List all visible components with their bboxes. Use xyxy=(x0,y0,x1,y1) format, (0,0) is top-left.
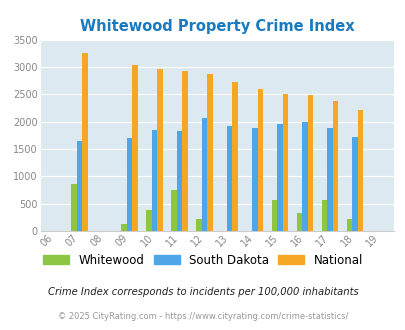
Bar xyxy=(232,82,237,231)
Bar xyxy=(357,110,362,231)
Bar xyxy=(282,94,288,231)
Bar xyxy=(321,200,326,231)
Legend: Whitewood, South Dakota, National: Whitewood, South Dakota, National xyxy=(39,250,366,270)
Bar xyxy=(157,69,162,231)
Bar xyxy=(301,122,307,231)
Bar xyxy=(71,184,77,231)
Bar xyxy=(201,118,207,231)
Bar xyxy=(171,190,177,231)
Bar xyxy=(146,210,151,231)
Bar xyxy=(226,126,232,231)
Bar xyxy=(77,141,82,231)
Bar xyxy=(326,128,332,231)
Text: Crime Index corresponds to incidents per 100,000 inhabitants: Crime Index corresponds to incidents per… xyxy=(47,287,358,297)
Bar xyxy=(257,89,262,231)
Bar xyxy=(126,138,132,231)
Bar xyxy=(252,128,257,231)
Bar xyxy=(132,65,137,231)
Bar xyxy=(82,53,87,231)
Bar xyxy=(207,74,213,231)
Bar xyxy=(271,200,276,231)
Bar xyxy=(296,213,301,231)
Bar xyxy=(346,219,352,231)
Bar xyxy=(276,124,282,231)
Bar xyxy=(307,95,312,231)
Bar xyxy=(151,130,157,231)
Bar xyxy=(196,219,201,231)
Bar xyxy=(121,224,126,231)
Bar xyxy=(177,131,182,231)
Bar xyxy=(352,137,357,231)
Bar xyxy=(332,101,337,231)
Bar xyxy=(182,71,188,231)
Text: © 2025 CityRating.com - https://www.cityrating.com/crime-statistics/: © 2025 CityRating.com - https://www.city… xyxy=(58,312,347,321)
Title: Whitewood Property Crime Index: Whitewood Property Crime Index xyxy=(80,19,354,34)
